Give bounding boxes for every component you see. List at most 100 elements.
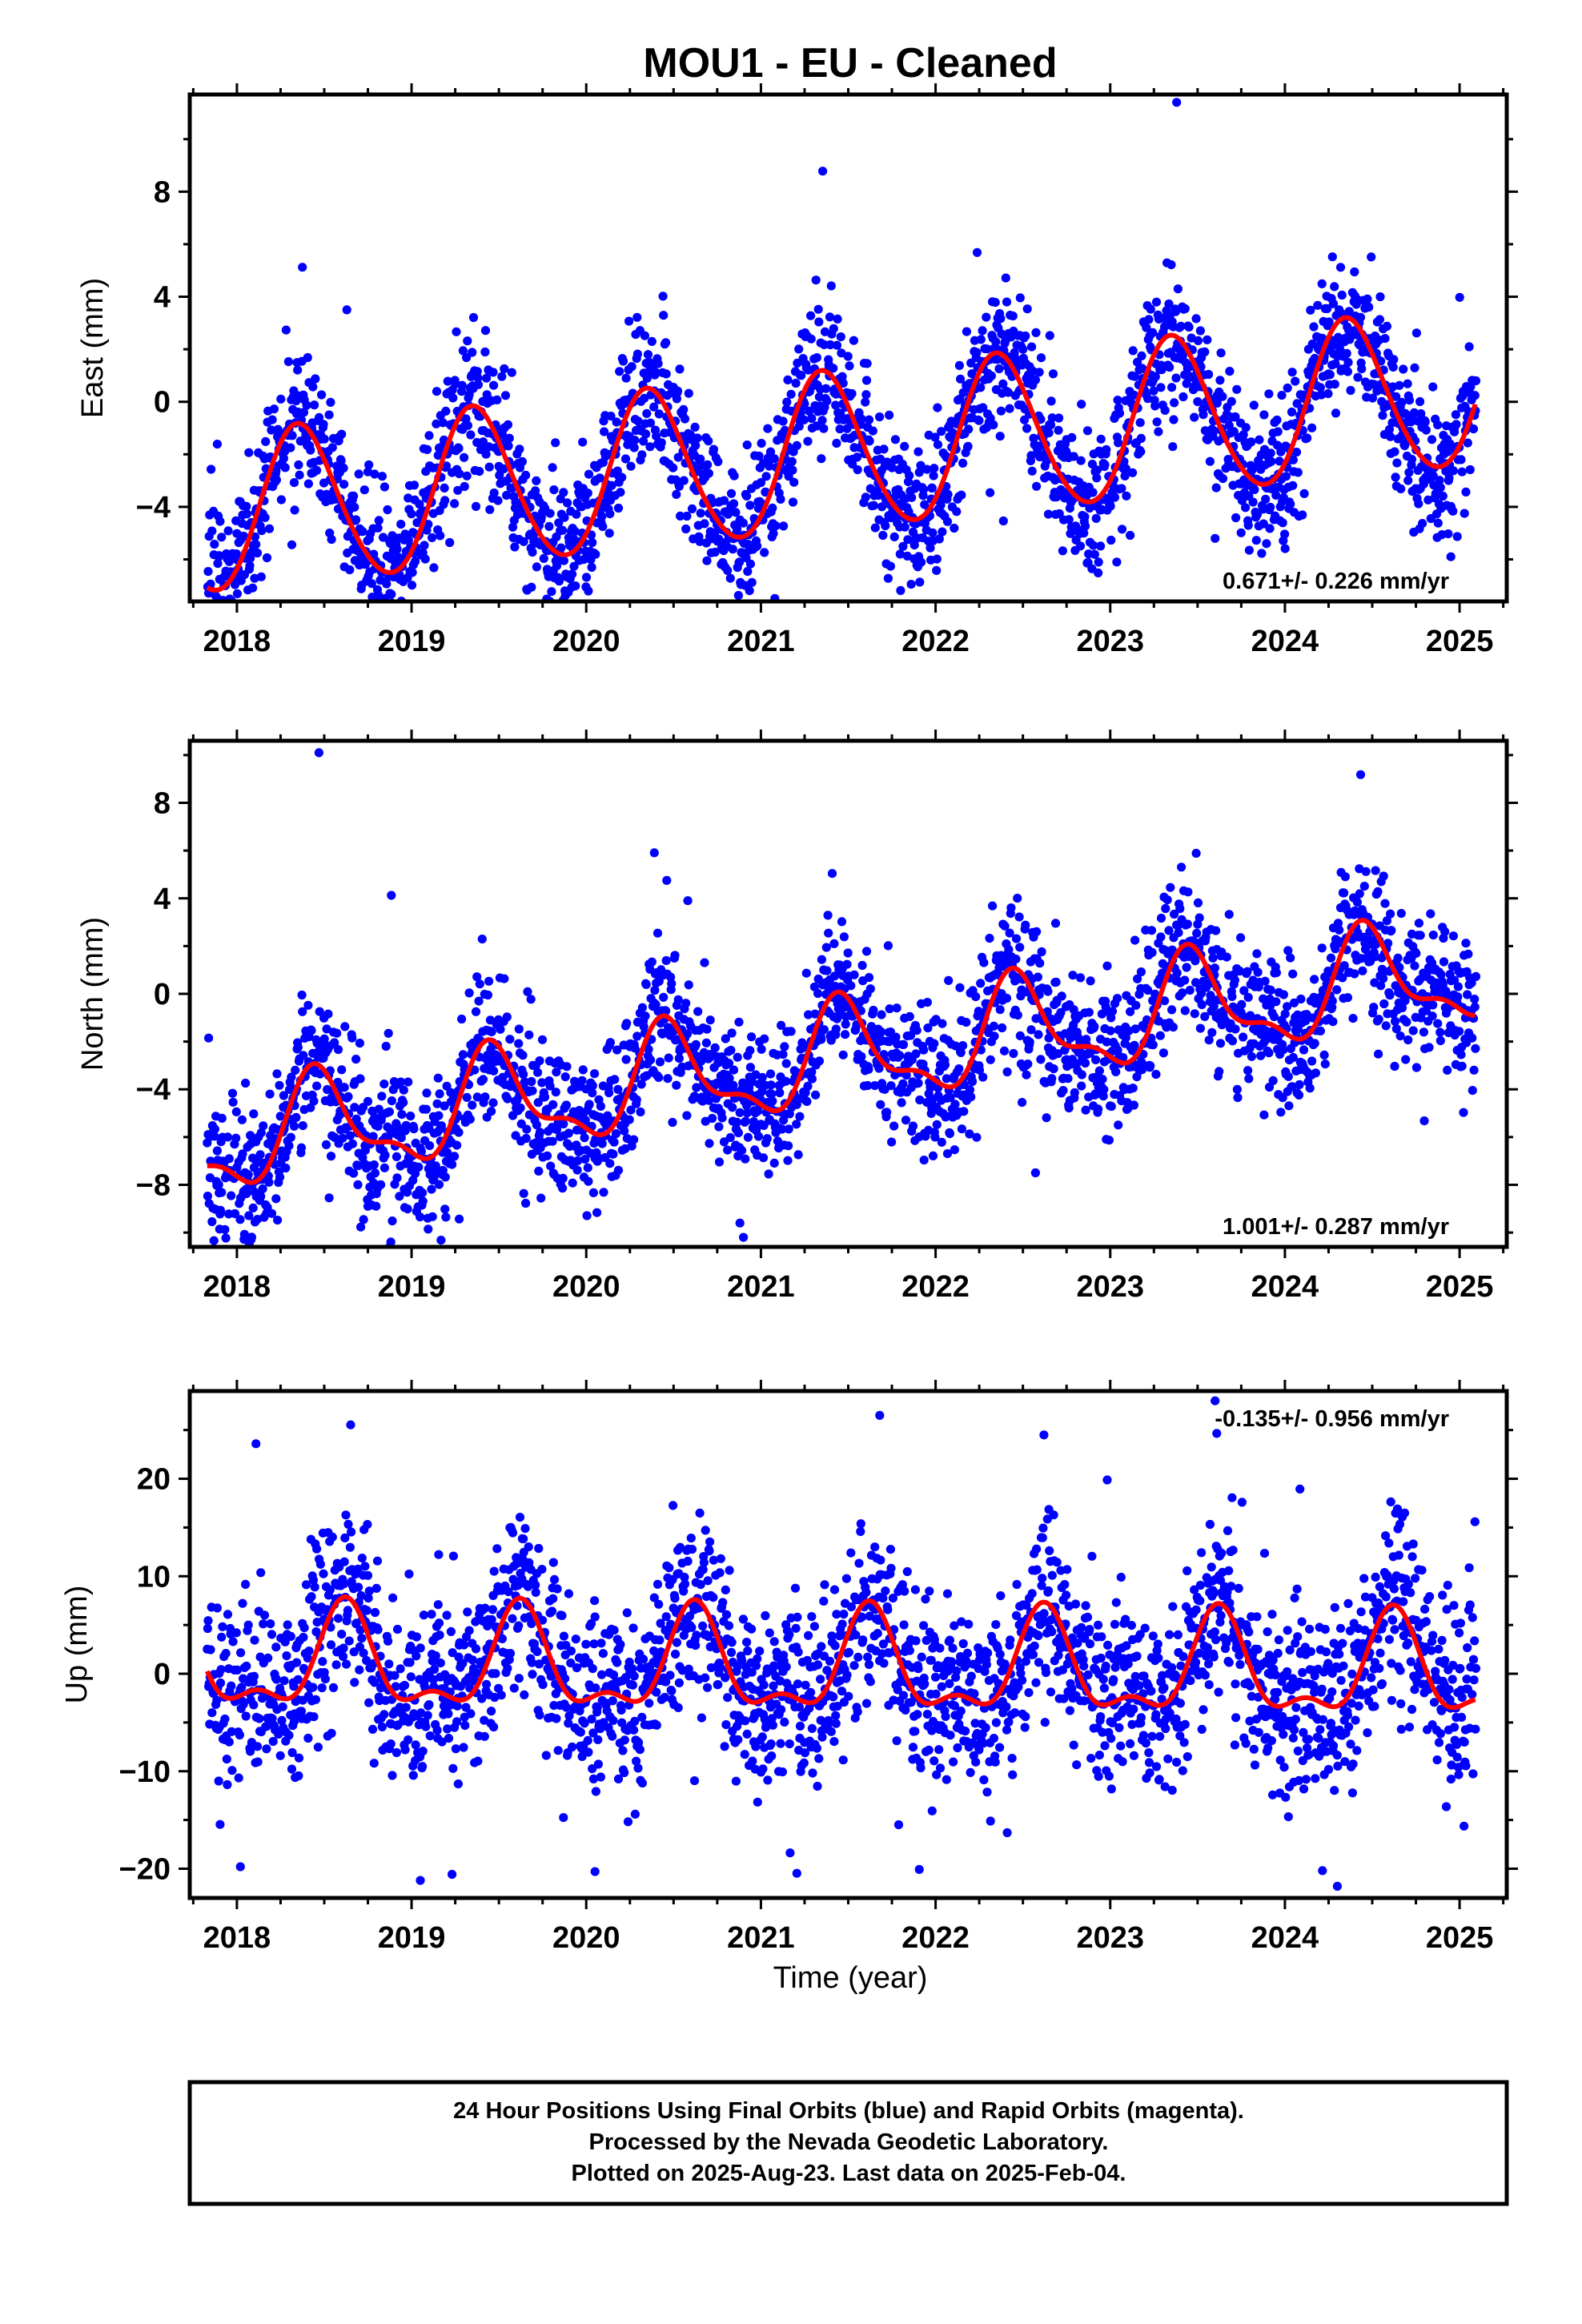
north-point (1283, 1002, 1292, 1011)
east-rate-label: 0.671+/- 0.226 mm/yr (1223, 569, 1449, 594)
north-point (532, 1120, 542, 1130)
east-point (438, 418, 448, 428)
north-point (542, 1151, 552, 1160)
north-point (368, 1132, 378, 1141)
east-point (1176, 321, 1186, 331)
north-point (1227, 1036, 1238, 1046)
north-point (912, 1026, 921, 1035)
north-point (743, 1132, 753, 1142)
north-point (1069, 1005, 1078, 1015)
east-point (252, 548, 263, 558)
north-point (1311, 1068, 1320, 1078)
north-point (639, 1022, 648, 1031)
east-point (1288, 455, 1298, 464)
east-point (630, 436, 640, 445)
east-point (938, 527, 947, 537)
east-point (445, 537, 455, 548)
north-point (1107, 1007, 1118, 1016)
east-point (1130, 372, 1140, 381)
east-outlier-point (1211, 533, 1220, 543)
east-point (659, 311, 669, 320)
north-point (1211, 926, 1221, 935)
north-point (1414, 919, 1423, 928)
north-point (1401, 1055, 1411, 1064)
north-point (1286, 953, 1295, 963)
east-point (1184, 322, 1194, 332)
east-point (1463, 438, 1472, 448)
east-point (492, 395, 502, 404)
north-point (588, 1088, 597, 1098)
north-point (713, 1078, 722, 1088)
east-point (1382, 321, 1391, 331)
north-point (500, 974, 509, 983)
north-point (971, 992, 981, 1002)
east-point (239, 532, 249, 541)
east-point (822, 396, 832, 406)
east-point (510, 542, 520, 552)
east-point (218, 673, 227, 682)
east-point (890, 435, 900, 444)
east-point (733, 525, 742, 534)
east-point (1293, 468, 1303, 477)
north-point (573, 1156, 583, 1165)
east-point (1448, 506, 1458, 516)
east-point (1096, 541, 1106, 551)
north-point (454, 1128, 464, 1137)
north-point (1332, 985, 1342, 995)
east-point (1146, 304, 1155, 314)
east-point (1047, 413, 1057, 423)
north-point (217, 1188, 227, 1197)
north-point (1369, 1003, 1379, 1012)
east-point (1156, 383, 1166, 392)
east-point (1378, 411, 1387, 420)
east-point (244, 448, 254, 457)
north-point (241, 1078, 251, 1088)
east-point (1193, 397, 1203, 407)
east-point (1389, 355, 1399, 364)
east-point (1327, 252, 1337, 262)
east-point (986, 488, 995, 497)
east-point (1353, 372, 1363, 382)
east-point (1144, 315, 1154, 324)
east-point (1388, 362, 1398, 372)
east-point (719, 496, 729, 505)
east-point (454, 444, 464, 453)
east-point (306, 445, 315, 455)
north-point (1455, 1027, 1464, 1036)
north-point (1133, 974, 1142, 983)
north-point (224, 1154, 234, 1164)
north-point (664, 1053, 673, 1063)
east-point (1413, 416, 1423, 426)
north-point (440, 1101, 449, 1111)
north-point (965, 1129, 974, 1139)
north-point (349, 1168, 359, 1178)
east-point (262, 553, 272, 563)
east-point (1080, 512, 1090, 521)
east-point (332, 617, 341, 625)
north-point (745, 1063, 756, 1072)
east-point (1460, 509, 1469, 518)
east-point (1343, 367, 1352, 376)
east-point (261, 436, 271, 447)
north-point (428, 1212, 437, 1221)
north-point (214, 1180, 223, 1189)
north-point (1146, 1061, 1155, 1071)
north-point (1374, 1015, 1383, 1024)
east-point (472, 367, 482, 376)
north-point (1022, 1070, 1031, 1080)
north-point (259, 1121, 268, 1131)
north-point (913, 1078, 923, 1088)
east-point (480, 347, 490, 357)
east-point (995, 432, 1005, 441)
north-point (440, 1204, 450, 1214)
east-point (972, 247, 982, 257)
north-point (527, 1076, 536, 1087)
north-point (733, 1117, 742, 1127)
north-point (465, 1114, 475, 1124)
east-point (1110, 493, 1120, 502)
north-point (1011, 934, 1022, 943)
east-point (1367, 252, 1376, 262)
east-point (861, 397, 870, 407)
east-point (411, 557, 420, 566)
north-point (714, 1157, 725, 1167)
